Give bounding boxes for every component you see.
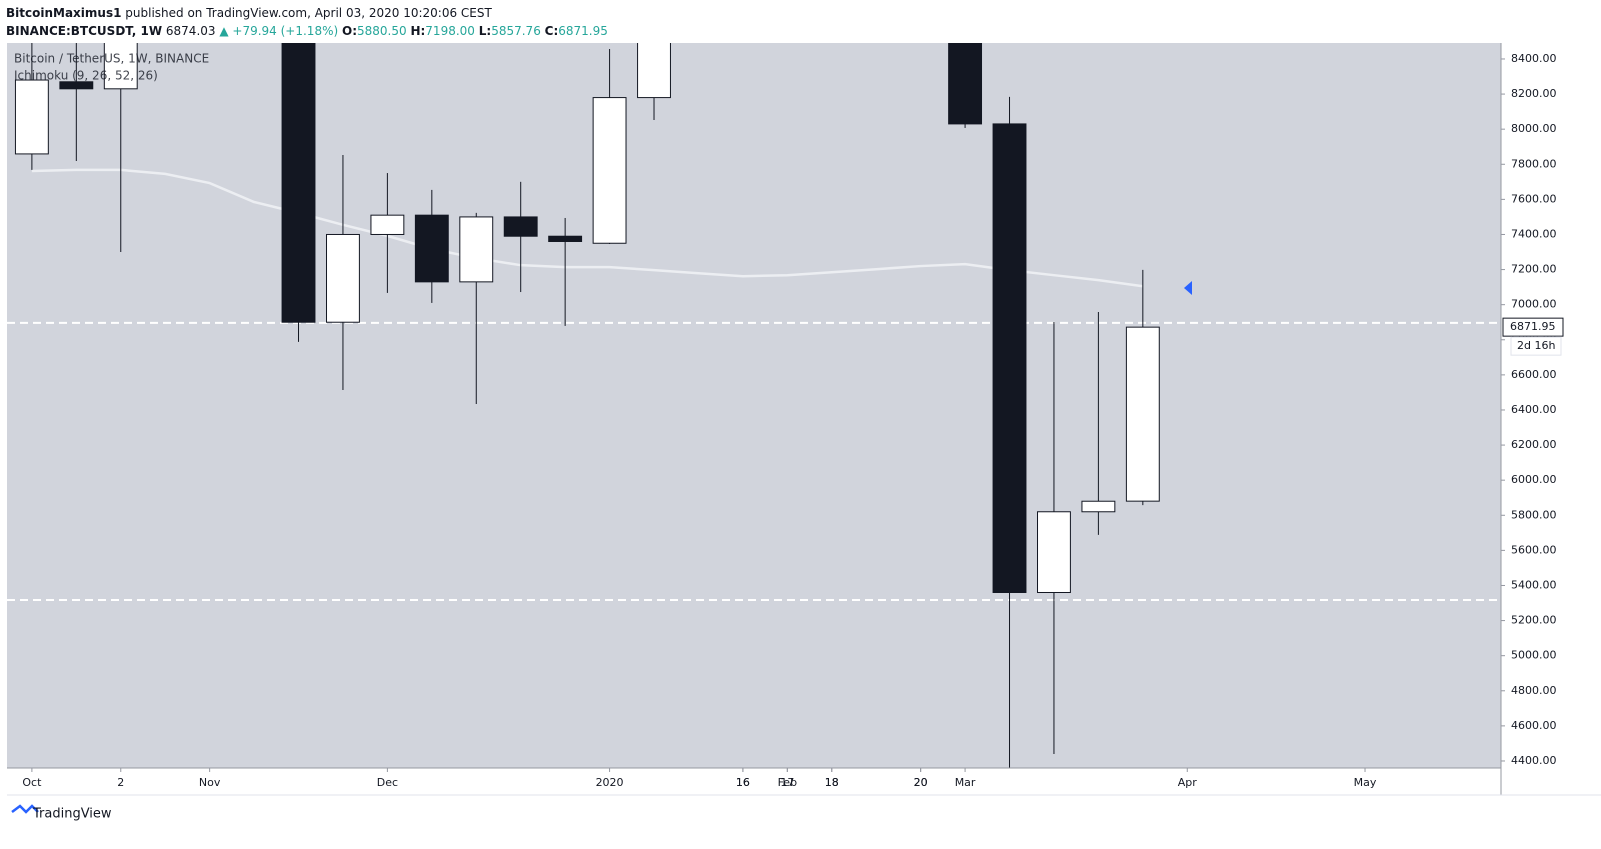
x-tick-label: Oct xyxy=(22,776,42,789)
last: 6874.03 xyxy=(165,24,216,38)
x-tick-label: May xyxy=(1354,776,1377,789)
x-tick-label: 20 xyxy=(914,776,928,789)
x-tick-label: 18 xyxy=(825,776,839,789)
ohlc-key: H: xyxy=(410,24,426,38)
plot xyxy=(7,43,1501,768)
y-tick-label: 6400.00 xyxy=(1511,403,1557,416)
candle-body xyxy=(414,214,449,283)
published: published on TradingView.com, April 03, … xyxy=(125,6,492,20)
publisher: BitcoinMaximus1 xyxy=(6,6,122,20)
ohlc-value: 5857.76 xyxy=(491,24,541,38)
footer: TradingView xyxy=(32,807,112,822)
candle-body xyxy=(459,216,494,283)
y-tick-label: 5800.00 xyxy=(1511,508,1557,521)
y-tick-label: 8200.00 xyxy=(1511,87,1557,100)
candle-body xyxy=(14,79,49,155)
symbol-line: BINANCE:BTCUSDT, 1W 6874.03 ▲ +79.94 (+1… xyxy=(6,22,608,40)
candle-body xyxy=(1037,511,1071,593)
header: BitcoinMaximus1 published on TradingView… xyxy=(6,4,608,40)
ohlc-value: 5880.50 xyxy=(357,24,407,38)
x-tick-label: Apr xyxy=(1178,776,1198,789)
x-tick-label: Mar xyxy=(955,776,976,789)
legend-text: Bitcoin / TetherUS, 1W, BINANCE xyxy=(14,52,209,66)
y-tick-label: 5400.00 xyxy=(1511,578,1557,591)
candle-body xyxy=(1125,326,1160,502)
x-tick-label: 2020 xyxy=(596,776,624,789)
candle-body xyxy=(1081,500,1116,513)
ohlc-key: C: xyxy=(544,24,559,38)
y-tick-label: 7000.00 xyxy=(1511,298,1557,311)
candle-body xyxy=(548,235,583,242)
logo xyxy=(11,804,39,814)
y-tick-label: 5000.00 xyxy=(1511,649,1557,662)
y-tick-label: 4400.00 xyxy=(1511,754,1557,767)
x-tick-label: 16 xyxy=(736,776,750,789)
symbol: BINANCE:BTCUSDT, 1W xyxy=(6,24,163,38)
ohlc-key: L: xyxy=(478,24,492,38)
y-tick-label: 6600.00 xyxy=(1511,368,1557,381)
y-tick-label: 7200.00 xyxy=(1511,263,1557,276)
candle-body xyxy=(637,43,671,99)
candle-body xyxy=(503,216,538,237)
y-tick-label: 5200.00 xyxy=(1511,614,1557,627)
y-tick-label: 8000.00 xyxy=(1511,122,1557,135)
x-tick-label: Dec xyxy=(377,776,398,789)
change: ▲ +79.94 (+1.18%) xyxy=(219,24,339,38)
y-tick-label: 5600.00 xyxy=(1511,543,1557,556)
x-tick-label: 16 xyxy=(736,776,750,789)
y-tick-label: 6200.00 xyxy=(1511,438,1557,451)
y-tick-label: 7600.00 xyxy=(1511,192,1557,205)
y-tick-label: 8400.00 xyxy=(1511,52,1557,65)
y-tick-label: 7400.00 xyxy=(1511,227,1557,240)
price-label: 6871.95 xyxy=(1510,320,1556,333)
indicator-line xyxy=(31,168,1144,288)
candle-body xyxy=(592,97,627,244)
ohlc-value: 6871.95 xyxy=(558,24,608,38)
candle-body xyxy=(948,43,983,125)
candle-body xyxy=(326,233,360,323)
y-tick-label: 6000.00 xyxy=(1511,473,1557,486)
ohlc-value: 7198.00 xyxy=(425,24,475,38)
countdown-box xyxy=(1510,336,1562,356)
plot-area xyxy=(7,43,1501,768)
y-tick-label: 7800.00 xyxy=(1511,157,1557,170)
price-label-box xyxy=(1502,317,1564,337)
candle-body xyxy=(370,214,405,235)
x-tick-label: 20 xyxy=(914,776,928,789)
candle-body xyxy=(103,43,138,90)
countdown: 2d 16h xyxy=(1517,339,1555,352)
y-tick-label: 4800.00 xyxy=(1511,684,1557,697)
ohlc-key: O: xyxy=(342,24,357,38)
x-tick-label: Feb xyxy=(778,776,797,789)
legend-text: Ichimoku (9, 26, 52, 26) xyxy=(14,69,158,83)
candle-body xyxy=(281,43,316,323)
candle-body xyxy=(992,123,1027,593)
x-tick-label: Nov xyxy=(199,776,221,789)
y-tick-label: 4600.00 xyxy=(1511,719,1557,732)
publish-line: BitcoinMaximus1 published on TradingView… xyxy=(6,4,608,22)
x-tick-label: 17 xyxy=(780,776,794,789)
candle-body xyxy=(59,81,94,90)
x-tick-label: 18 xyxy=(825,776,839,789)
marker xyxy=(1184,281,1192,295)
x-tick-label: 2 xyxy=(117,776,124,789)
